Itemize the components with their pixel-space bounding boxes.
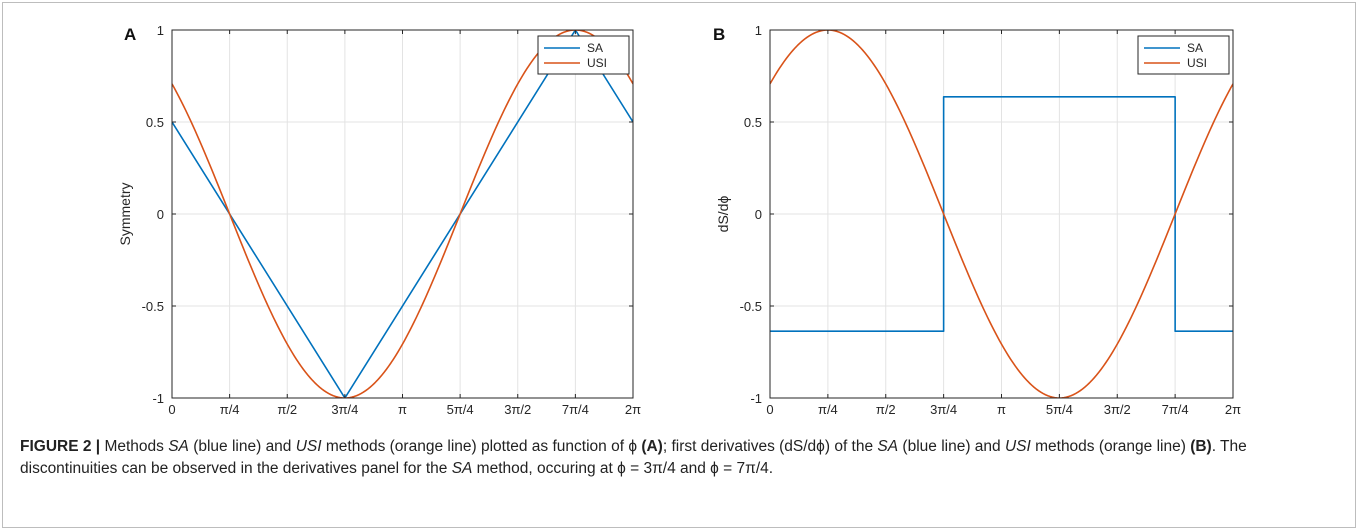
- y-tick-label: 1: [157, 23, 164, 38]
- y-tick-label: 0: [157, 207, 164, 222]
- x-axis-label: Angle ϕ: [978, 419, 1026, 420]
- panel-label: B: [713, 25, 725, 44]
- caption-part: method, occuring at ϕ = 3π/4 and ϕ = 7π/…: [472, 460, 774, 477]
- x-tick-label: 5π/4: [447, 402, 474, 417]
- y-tick-label: 1: [755, 23, 762, 38]
- x-tick-label: 5π/4: [1046, 402, 1073, 417]
- x-tick-label: 3π/2: [1104, 402, 1131, 417]
- series-line-usi: [770, 30, 1233, 398]
- x-tick-label: π: [398, 402, 407, 417]
- y-tick-label: -0.5: [142, 299, 164, 314]
- caption-part: ; first derivatives (dS/dϕ) of the: [662, 438, 878, 455]
- x-tick-label: π/2: [277, 402, 297, 417]
- x-tick-label: π: [997, 402, 1006, 417]
- x-tick-label: π/2: [876, 402, 896, 417]
- y-tick-label: -1: [152, 391, 164, 406]
- figure-charts: A 0 π/4 π/2 3π/4 π 5π/4 3π/2 7π/4 2π -1 -0.5 0 0.5 1 An…: [117, 23, 1241, 435]
- figure-caption: FIGURE 2 | Methods SA (blue line) and US…: [20, 436, 1340, 480]
- x-tick-label: π/4: [818, 402, 838, 417]
- caption-part: SA: [451, 460, 473, 477]
- legend-label-sa: SA: [587, 41, 603, 55]
- y-tick-label: -1: [750, 391, 762, 406]
- caption-part: SA: [168, 438, 189, 455]
- x-tick-label: π/4: [220, 402, 240, 417]
- x-tick-label: 3π/2: [504, 402, 531, 417]
- caption-body: Methods SA (blue line) and USI methods (…: [20, 438, 1247, 477]
- x-tick-label: 7π/4: [562, 402, 589, 417]
- y-tick-label: 0: [755, 207, 762, 222]
- series-line-sa: [770, 95, 1233, 333]
- x-tick-label: 0: [168, 402, 175, 417]
- caption-part: . The discontinuities can be observed in…: [20, 438, 1247, 477]
- panel-label: A: [124, 25, 136, 44]
- legend-box: [1137, 35, 1230, 75]
- x-tick-label: 2π: [625, 402, 641, 417]
- x-tick-label: 2π: [1225, 402, 1241, 417]
- caption-part: methods (orange line) plotted as functio…: [321, 438, 642, 455]
- figure: A 0 π/4 π/2 3π/4 π 5π/4 3π/2 7π/4 2π -1 -0.5 0 0.5 1 An…: [117, 23, 1241, 435]
- caption-label: FIGURE 2 |: [20, 438, 101, 455]
- y-axis-label: dS/dϕ: [715, 196, 731, 233]
- caption-part: USI: [295, 438, 322, 455]
- legend-label-usi: USI: [1187, 56, 1207, 70]
- y-tick-label: 0.5: [744, 115, 762, 130]
- caption-part: (blue line) and: [188, 438, 296, 455]
- legend-label-sa: SA: [1187, 41, 1203, 55]
- x-axis-label: Angle ϕ: [379, 419, 427, 420]
- caption-part: (B): [1190, 438, 1212, 455]
- chart-panel-b: B 0 π/4 π/2 3π/4 π 5π/4 3π/2 7π/4 2π -1 -0.5 0 0.5 1 An…: [713, 23, 1241, 435]
- chart-panel-a: A 0 π/4 π/2 3π/4 π 5π/4 3π/2 7π/4 2π -1 -0.5 0 0.5 1 An…: [117, 23, 641, 435]
- caption-part: SA: [877, 438, 899, 455]
- x-tick-label: 0: [766, 402, 773, 417]
- x-tick-label: 3π/4: [331, 402, 358, 417]
- y-axis-label: Symmetry: [117, 183, 133, 246]
- caption-part: (blue line) and: [898, 438, 1005, 455]
- caption-part: (A): [641, 438, 663, 455]
- y-tick-label: 0.5: [146, 115, 164, 130]
- caption-part: Methods: [100, 438, 169, 455]
- x-tick-label: 3π/4: [930, 402, 957, 417]
- caption-part: USI: [1004, 438, 1031, 455]
- caption-part: methods (orange line): [1030, 438, 1191, 455]
- y-tick-label: -0.5: [740, 299, 762, 314]
- legend-box: [537, 35, 630, 75]
- legend-label-usi: USI: [587, 56, 607, 70]
- x-tick-label: 7π/4: [1162, 402, 1189, 417]
